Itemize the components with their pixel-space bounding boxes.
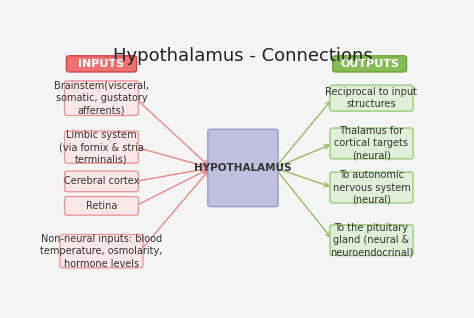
Text: OUTPUTS: OUTPUTS [340,59,399,69]
Text: Thalamus for
cortical targets
(neural): Thalamus for cortical targets (neural) [335,126,409,161]
Text: Cerebral cortex: Cerebral cortex [64,176,139,186]
FancyBboxPatch shape [333,56,407,72]
FancyBboxPatch shape [64,81,138,115]
Text: Limbic system
(via fornix & stria
terminalis): Limbic system (via fornix & stria termin… [59,130,144,164]
Text: Reciprocal to input
structures: Reciprocal to input structures [326,87,418,109]
FancyBboxPatch shape [330,128,413,159]
Text: Hypothalamus - Connections: Hypothalamus - Connections [113,47,373,65]
Text: Non-neural inputs: blood
temperature, osmolarity,
hormone levels: Non-neural inputs: blood temperature, os… [40,234,163,269]
FancyBboxPatch shape [64,171,138,192]
FancyBboxPatch shape [330,172,413,203]
Text: To autonomic
nervous system
(neural): To autonomic nervous system (neural) [333,170,410,205]
FancyBboxPatch shape [208,129,278,207]
Text: INPUTS: INPUTS [78,59,125,69]
Text: To the pituitary
gland (neural &
neuroendocrinal): To the pituitary gland (neural & neuroen… [330,223,413,258]
FancyBboxPatch shape [66,56,137,72]
Text: Brainstem(visceral,
somatic, gustatory
afferents): Brainstem(visceral, somatic, gustatory a… [54,81,149,115]
FancyBboxPatch shape [64,131,138,163]
FancyBboxPatch shape [330,85,413,111]
FancyBboxPatch shape [64,197,138,215]
Text: HYPOTHALAMUS: HYPOTHALAMUS [194,163,292,173]
FancyBboxPatch shape [60,235,143,268]
Text: Retina: Retina [86,201,117,211]
FancyBboxPatch shape [330,225,413,256]
